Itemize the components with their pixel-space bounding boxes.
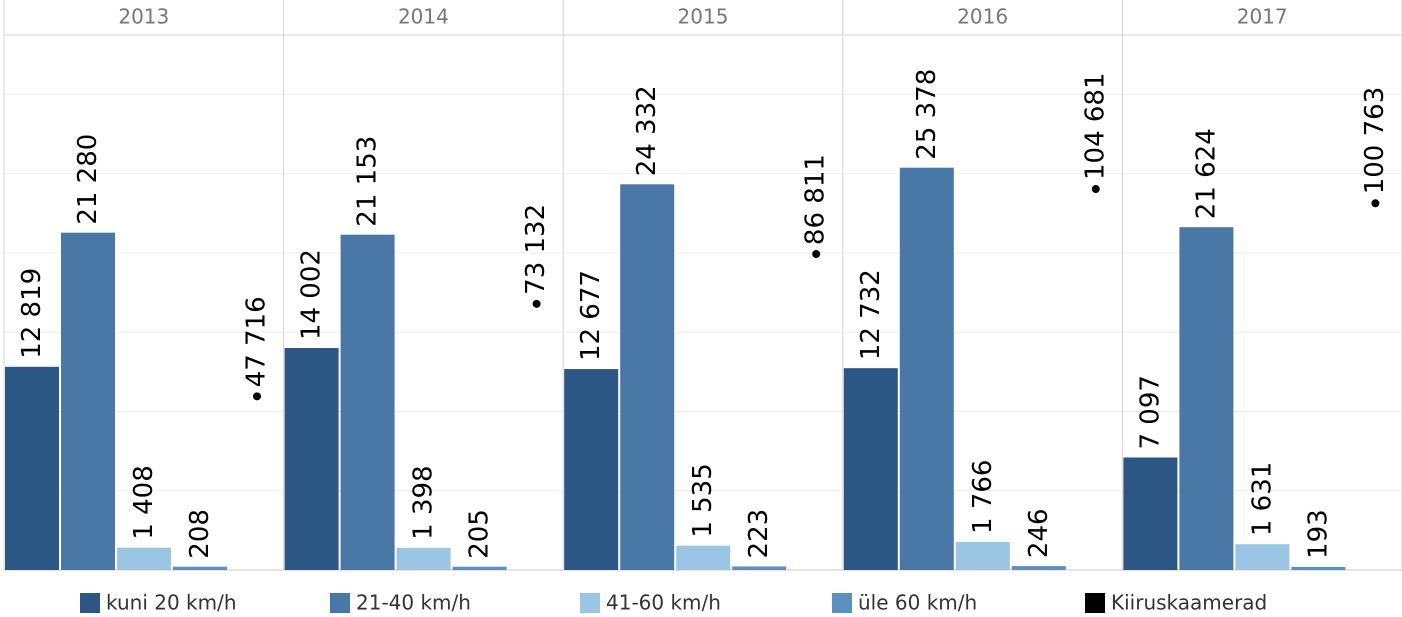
bar xyxy=(1235,544,1290,570)
bar xyxy=(173,566,227,570)
data-label: 86 811 xyxy=(801,154,831,245)
data-label: 47 716 xyxy=(242,296,272,387)
year-label: 2015 xyxy=(678,5,729,29)
data-label: 12 819 xyxy=(17,268,47,359)
bar xyxy=(1011,566,1066,570)
data-label: 14 002 xyxy=(297,249,327,340)
data-label: 205 xyxy=(465,509,495,559)
data-label: 73 132 xyxy=(521,204,551,295)
legend-swatch xyxy=(580,593,600,613)
legend-label: üle 60 km/h xyxy=(858,591,977,615)
data-label: 1 766 xyxy=(968,460,998,534)
legend-swatch xyxy=(80,593,100,613)
data-label: 21 153 xyxy=(353,136,383,227)
bar xyxy=(676,545,731,570)
camera-dot xyxy=(1371,199,1380,208)
bar xyxy=(61,232,115,570)
data-label: 25 378 xyxy=(912,69,942,160)
data-label: 246 xyxy=(1024,508,1054,558)
legend-label: kuni 20 km/h xyxy=(106,591,237,615)
year-label: 2016 xyxy=(957,5,1008,29)
bar xyxy=(843,368,898,570)
bar xyxy=(284,348,339,570)
camera-dot xyxy=(1091,185,1100,194)
year-label: 2014 xyxy=(398,5,449,29)
data-label: 1 535 xyxy=(688,463,718,537)
bar xyxy=(117,547,171,570)
camera-dot xyxy=(253,392,261,401)
data-label: 21 624 xyxy=(1191,128,1221,219)
bar xyxy=(1291,566,1346,570)
data-label: 104 681 xyxy=(1080,72,1110,180)
year-label: 2013 xyxy=(118,5,169,29)
data-label: 21 280 xyxy=(73,134,103,225)
legend-label: 21-40 km/h xyxy=(356,591,471,615)
bar xyxy=(5,366,59,570)
legend-label: 41-60 km/h xyxy=(606,591,721,615)
bar xyxy=(564,369,619,570)
bar xyxy=(1179,227,1234,571)
bar xyxy=(899,167,954,570)
camera-dot xyxy=(812,250,821,259)
data-label: 223 xyxy=(744,509,774,559)
data-label: 100 763 xyxy=(1360,87,1390,195)
legend-swatch xyxy=(1085,593,1105,613)
bar xyxy=(396,547,451,570)
data-label: 7 097 xyxy=(1135,375,1165,449)
data-label: 12 677 xyxy=(576,270,606,361)
legend-label: Kiiruskaamerad xyxy=(1111,591,1267,615)
bar xyxy=(620,184,675,571)
data-label: 193 xyxy=(1303,509,1333,559)
legend-swatch xyxy=(832,593,852,613)
data-label: 12 732 xyxy=(856,269,886,360)
bar xyxy=(340,234,395,570)
bar xyxy=(1123,457,1178,570)
bar xyxy=(452,566,507,570)
data-label: 208 xyxy=(185,509,215,559)
legend-swatch xyxy=(330,593,350,613)
bar xyxy=(955,542,1010,570)
bar xyxy=(732,566,787,570)
data-label: 1 408 xyxy=(129,465,159,539)
year-label: 2017 xyxy=(1237,5,1288,29)
data-label: 1 631 xyxy=(1247,462,1277,536)
camera-dot xyxy=(532,299,541,308)
data-label: 24 332 xyxy=(632,85,662,176)
data-label: 1 398 xyxy=(409,465,439,539)
